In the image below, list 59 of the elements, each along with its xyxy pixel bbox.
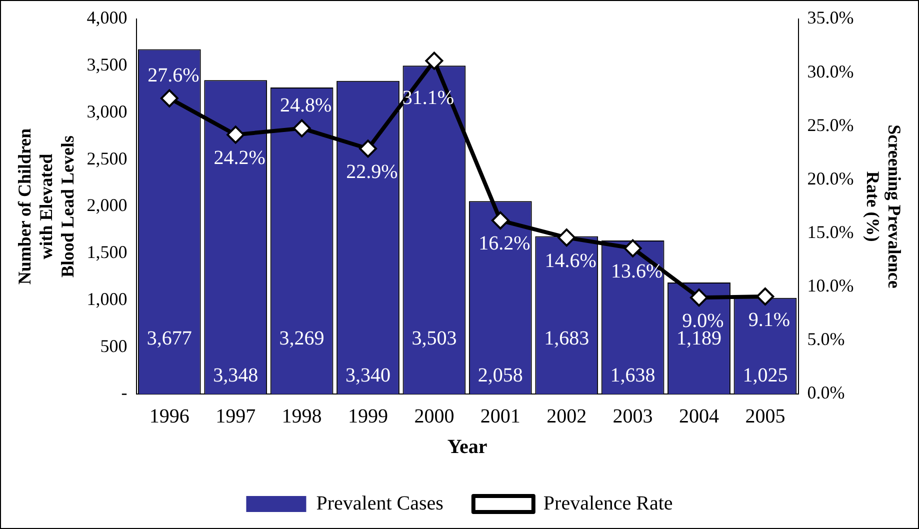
y2-tick-label: 25.0% [807, 114, 854, 135]
y-tick-label: 4,000 [86, 8, 128, 28]
x-tick-label: 1996 [149, 405, 190, 428]
x-tick-label: 1998 [282, 405, 322, 428]
x-axis-title: Year [447, 436, 488, 458]
y2-axis-title: Screening Prevalence Rate (%) [862, 124, 905, 288]
x-tick-label: 1997 [216, 405, 256, 428]
y-tick-label: 2,000 [86, 195, 128, 216]
data-label: 1,638 [610, 364, 656, 386]
data-label: 9.1% [748, 308, 790, 331]
y-tick-label: - [121, 382, 128, 403]
y-tick-label: 500 [100, 336, 128, 356]
point [756, 288, 774, 306]
y-tick-label: 3,000 [86, 101, 128, 122]
data-label: 3,340 [346, 364, 390, 386]
y2-tick-label: 5.0% [807, 329, 845, 350]
y2-tick-label: 20.0% [807, 168, 854, 188]
data-label: 16.2% [478, 232, 530, 255]
point [558, 228, 576, 247]
point [690, 288, 708, 307]
data-label: 3,677 [146, 327, 192, 350]
y-axis-title: Number of Children with Elevated Blood Lead Levels [14, 128, 78, 285]
data-label: 3,503 [412, 327, 457, 350]
data-label: 27.6% [148, 64, 200, 87]
data-label: 1,025 [742, 364, 788, 386]
point [624, 239, 642, 258]
point [359, 140, 377, 158]
data-label: 24.2% [214, 146, 266, 169]
y2-tick-label: 15.0% [807, 222, 854, 242]
x-tick-label: 2002 [546, 405, 587, 428]
data-label: 3,348 [213, 364, 258, 386]
x-tick-label: 2000 [414, 405, 454, 428]
point [292, 119, 311, 138]
point [491, 211, 510, 230]
y-tick-label: 1,000 [86, 288, 128, 309]
y-tick-label: 2,500 [86, 148, 128, 168]
y2-tick-label: 30.0% [807, 61, 854, 82]
data-label: 24.8% [280, 94, 332, 117]
y2-tick-label: 10.0% [807, 276, 854, 296]
point [425, 52, 444, 70]
data-label: 3,269 [279, 327, 324, 350]
x-tick-label: 2001 [480, 405, 520, 428]
data-label: 14.6% [544, 250, 596, 272]
data-label: 1,683 [544, 327, 590, 350]
y-tick-label: 1,500 [86, 242, 128, 262]
x-tick-label: 2003 [612, 405, 653, 428]
y2-tick-label: 0.0% [807, 382, 845, 403]
y-tick-label: 3,500 [86, 54, 128, 75]
point [160, 89, 178, 108]
x-tick-label: 1999 [348, 405, 388, 428]
legend-label: Prevalence Rate [543, 492, 673, 514]
x-tick-label: 2004 [679, 405, 720, 428]
point [226, 126, 245, 144]
data-label: 13.6% [610, 260, 663, 283]
data-label: 22.9% [346, 160, 398, 183]
legend-label: Prevalent Cases [316, 492, 444, 514]
y2-tick-label: 35.0% [807, 8, 854, 28]
x-tick-label: 2005 [745, 405, 786, 428]
data-label: 2,058 [478, 364, 523, 386]
